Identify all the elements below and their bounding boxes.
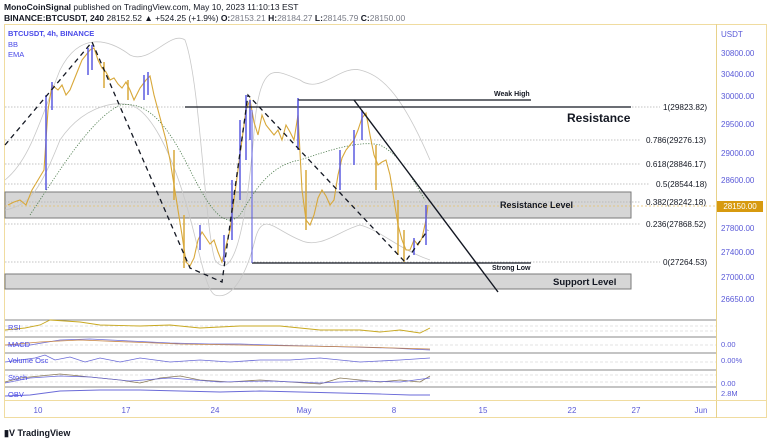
fib-label-1: 1(29823.82) xyxy=(663,103,708,112)
weak-high-label[interactable]: Weak High xyxy=(494,91,530,98)
legend-ema[interactable]: EMA xyxy=(8,50,25,59)
price-axis-divider xyxy=(716,24,717,418)
legend-bb[interactable]: BB xyxy=(8,40,19,49)
time-tick: Jun xyxy=(694,406,708,415)
tradingview-logo-icon: ▮V xyxy=(4,428,18,438)
publish-text: published on TradingView.com, May 10, 20… xyxy=(73,2,299,12)
indicator-stoch[interactable]: Stoch xyxy=(8,373,28,382)
support-zone xyxy=(4,273,632,290)
close-value: 28150.00 xyxy=(369,13,406,23)
time-axis-divider xyxy=(4,400,767,401)
symbol-label: BINANCE:BTCUSDT, 240 xyxy=(4,13,105,23)
time-tick: 27 xyxy=(631,406,641,415)
time-tick: 8 xyxy=(391,406,397,415)
price-tick: 29000.00 xyxy=(721,149,755,158)
time-tick: 10 xyxy=(33,406,43,415)
zigzag-dashed xyxy=(4,40,429,283)
low-value: 28145.79 xyxy=(322,13,359,23)
stoch-value: 0.00 xyxy=(721,379,736,388)
time-tick: 15 xyxy=(478,406,488,415)
tradingview-logo[interactable]: ▮V TradingView xyxy=(4,428,70,439)
price-tick: 30000.00 xyxy=(721,92,755,101)
price-tick: 27800.00 xyxy=(721,224,755,233)
resistance-label[interactable]: Resistance xyxy=(567,111,631,125)
symbol-info: BINANCE:BTCUSDT, 240 28152.52 ▲ +524.25 … xyxy=(4,13,405,23)
fib-label-05: 0.5(28544.18) xyxy=(656,180,707,189)
publish-info: MonoCoinSignal published on TradingView.… xyxy=(4,2,299,12)
fib-label-0236: 0.236(27868.52) xyxy=(646,220,707,229)
price-tick: 27000.00 xyxy=(721,273,755,282)
time-tick: 17 xyxy=(121,406,131,415)
volume-osc-value: 0.00% xyxy=(721,356,743,365)
resistance-zone xyxy=(4,191,632,219)
price-tick: 29500.00 xyxy=(721,120,755,129)
indicator-macd[interactable]: MACD xyxy=(8,340,31,349)
last-price: 28152.52 xyxy=(106,13,142,23)
fib-lines xyxy=(5,106,660,263)
indicator-volume-osc[interactable]: Volume Osc xyxy=(8,356,49,365)
chart-frame xyxy=(4,24,767,418)
time-tick: 24 xyxy=(210,406,220,415)
candles xyxy=(7,45,429,268)
fib-label-0618: 0.618(28846.17) xyxy=(646,160,707,169)
price-tick: 30800.00 xyxy=(721,49,755,58)
price-tick: 27400.00 xyxy=(721,248,755,257)
macd-value: 0.00 xyxy=(721,340,736,349)
open-value: 28153.21 xyxy=(230,13,266,23)
current-price-tag: 28150.00 xyxy=(717,201,763,212)
indicator-rsi[interactable]: RSI xyxy=(8,323,21,332)
low-label: L: xyxy=(314,13,323,23)
price-change: ▲ +524.25 (+1.9%) xyxy=(144,13,219,23)
open-label: O: xyxy=(220,13,231,23)
close-label: C: xyxy=(360,13,370,23)
fib-label-0786: 0.786(29276.13) xyxy=(646,136,707,145)
price-tick: 30400.00 xyxy=(721,70,755,79)
author-name[interactable]: MonoCoinSignal xyxy=(4,2,72,12)
high-label: H: xyxy=(268,13,278,23)
price-tick: 26650.00 xyxy=(721,295,755,304)
trend-line xyxy=(353,99,499,293)
obv-value: 2.8M xyxy=(721,389,738,398)
tradingview-brand: TradingView xyxy=(17,428,71,438)
fib-label-0382: 0.382(28242.18) xyxy=(646,198,707,207)
indicator-obv[interactable]: OBV xyxy=(8,390,24,399)
high-value: 28184.27 xyxy=(277,13,313,23)
support-level-label[interactable]: Support Level xyxy=(553,277,617,288)
resistance-level-label[interactable]: Resistance Level xyxy=(500,200,574,210)
axis-currency: USDT xyxy=(721,30,743,39)
strong-low-label[interactable]: Strong Low xyxy=(492,265,531,272)
price-tick: 28600.00 xyxy=(721,176,755,185)
time-tick: May xyxy=(296,406,312,415)
time-tick: 22 xyxy=(567,406,577,415)
legend-title[interactable]: BTCUSDT, 4h, BINANCE xyxy=(8,29,95,38)
fib-label-0: 0(27264.53) xyxy=(663,258,708,267)
